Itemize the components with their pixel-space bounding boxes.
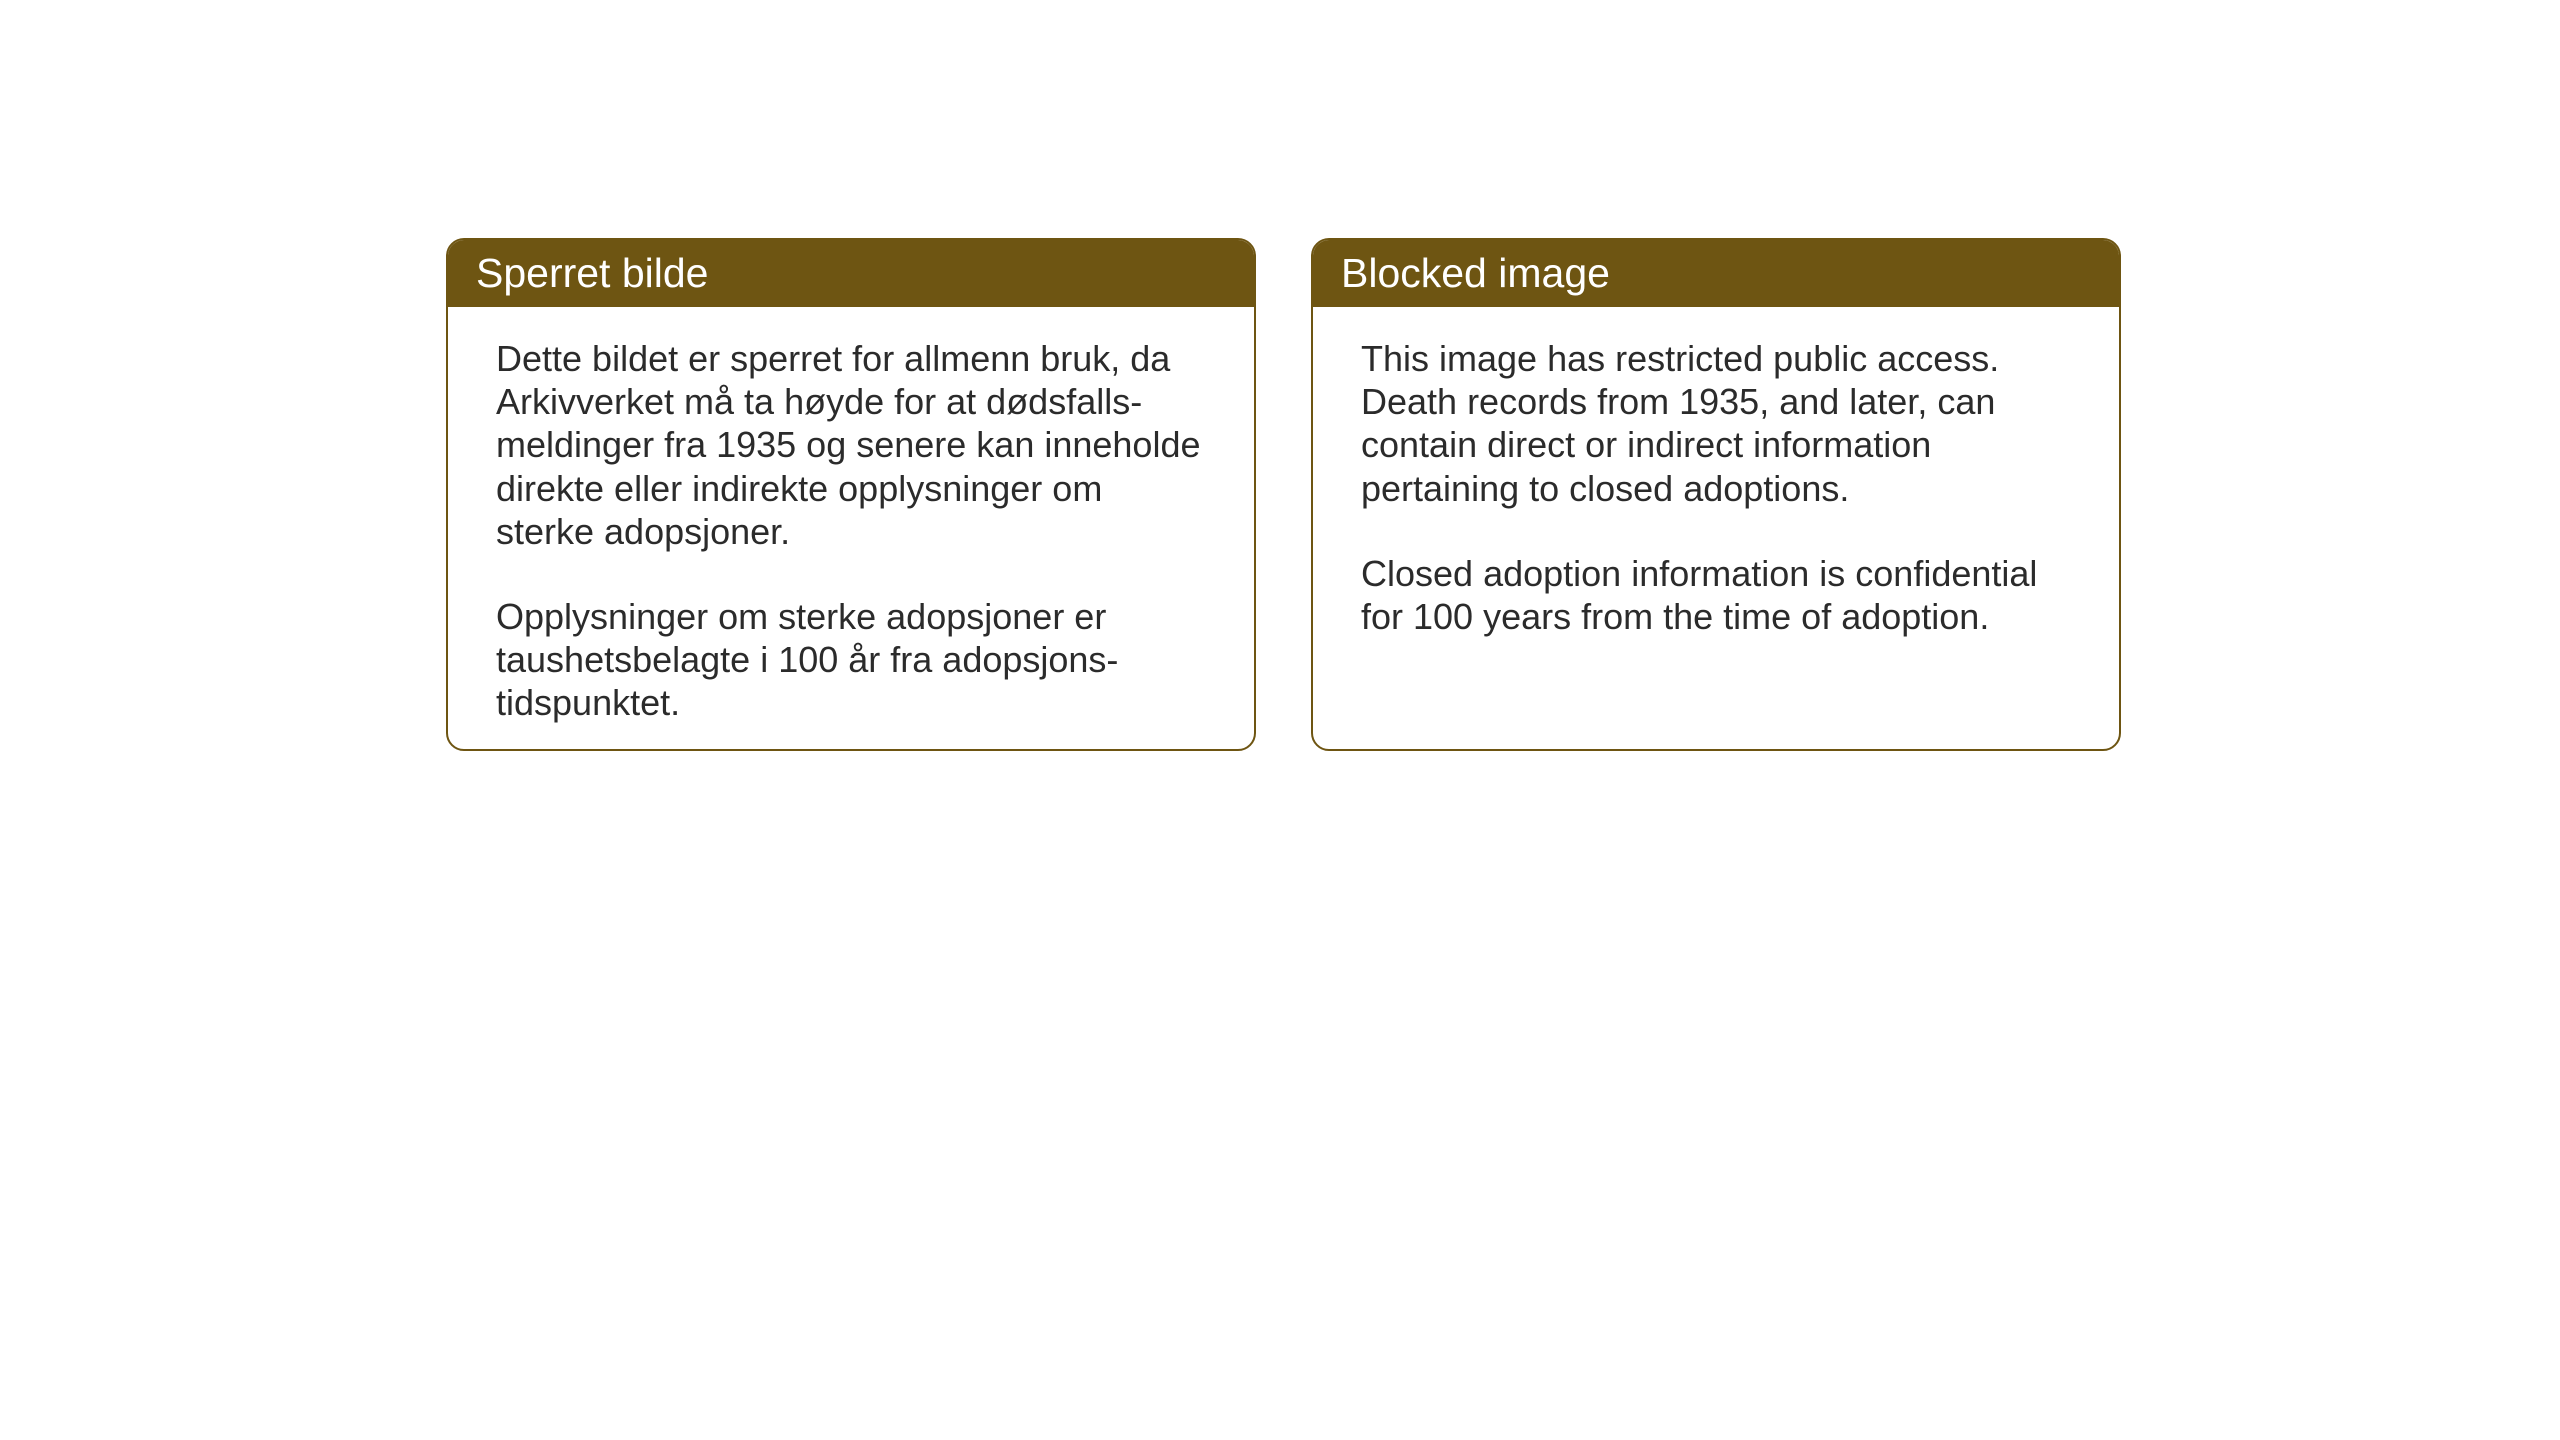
english-paragraph-2: Closed adoption information is confident…	[1361, 552, 2071, 638]
english-card: Blocked image This image has restricted …	[1311, 238, 2121, 751]
norwegian-card-title: Sperret bilde	[476, 250, 708, 296]
english-card-header: Blocked image	[1313, 240, 2119, 307]
english-card-title: Blocked image	[1341, 250, 1610, 296]
norwegian-card-header: Sperret bilde	[448, 240, 1254, 307]
norwegian-paragraph-2: Opplysninger om sterke adopsjoner er tau…	[496, 595, 1206, 725]
cards-container: Sperret bilde Dette bildet er sperret fo…	[446, 238, 2121, 751]
english-card-body: This image has restricted public access.…	[1313, 307, 2119, 686]
norwegian-card: Sperret bilde Dette bildet er sperret fo…	[446, 238, 1256, 751]
norwegian-paragraph-1: Dette bildet er sperret for allmenn bruk…	[496, 337, 1206, 553]
norwegian-card-body: Dette bildet er sperret for allmenn bruk…	[448, 307, 1254, 751]
english-paragraph-1: This image has restricted public access.…	[1361, 337, 2071, 510]
